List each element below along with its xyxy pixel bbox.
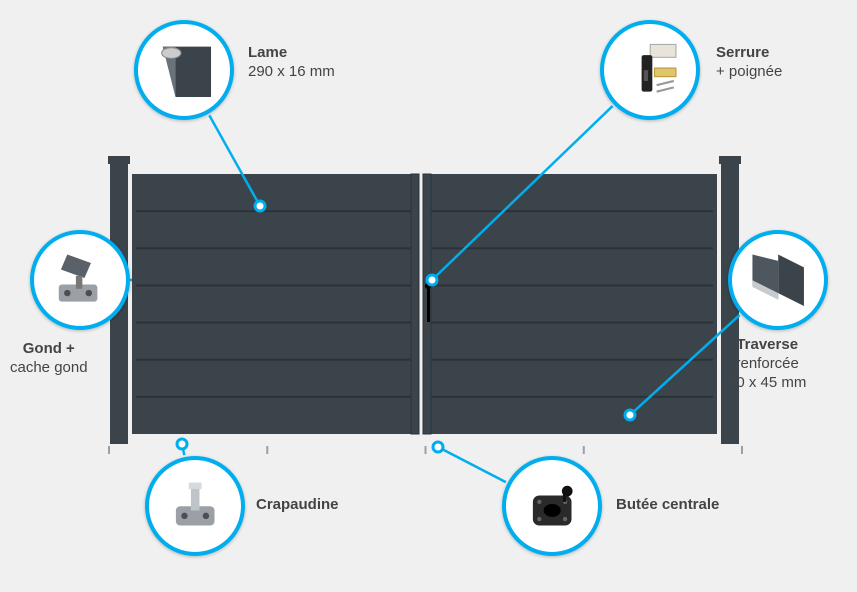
gate-diagram (0, 0, 857, 592)
callout-bubble-gond (30, 230, 130, 330)
crapaudine-icon (163, 474, 227, 538)
callout-bubble-crapaudine (145, 456, 245, 556)
label-traverse: Traverse renforcée 90 x 45 mm (728, 336, 806, 392)
label-traverse-title: Traverse (736, 336, 798, 353)
label-crapaudine-title: Crapaudine (256, 496, 339, 513)
label-serrure: Serrure + poignée (716, 44, 782, 82)
label-lame-sub: 290 x 16 mm (248, 63, 335, 82)
label-traverse-sub: renforcée 90 x 45 mm (728, 355, 806, 393)
serrure-icon (618, 38, 682, 102)
lame-icon (152, 38, 216, 102)
label-serrure-sub: + poignée (716, 63, 782, 82)
label-lame-title: Lame (248, 44, 287, 61)
label-butee: Butée centrale (616, 496, 719, 515)
label-butee-title: Butée centrale (616, 496, 719, 513)
gond-icon (48, 248, 112, 312)
label-gond-sub: cache gond (10, 359, 88, 378)
traverse-icon (746, 248, 810, 312)
label-gond: Gond + cache gond (10, 340, 88, 378)
butee-icon (520, 474, 584, 538)
label-serrure-title: Serrure (716, 44, 769, 61)
label-gond-title: Gond + (23, 340, 75, 357)
label-lame: Lame 290 x 16 mm (248, 44, 335, 82)
callout-bubble-serrure (600, 20, 700, 120)
callout-bubble-traverse (728, 230, 828, 330)
label-crapaudine: Crapaudine (256, 496, 339, 515)
callout-bubble-lame (134, 20, 234, 120)
callout-bubble-butee (502, 456, 602, 556)
